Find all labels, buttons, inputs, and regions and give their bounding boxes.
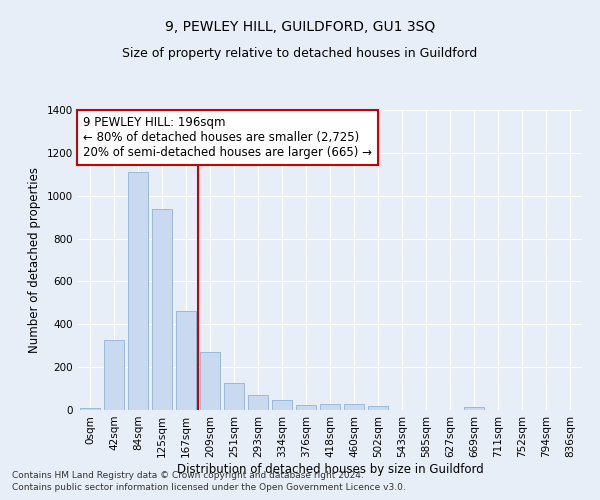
Y-axis label: Number of detached properties: Number of detached properties — [28, 167, 41, 353]
Bar — [152, 208, 172, 410]
Bar — [176, 312, 196, 410]
Bar — [200, 352, 220, 410]
Text: 9 PEWLEY HILL: 196sqm
← 80% of detached houses are smaller (2,725)
20% of semi-d: 9 PEWLEY HILL: 196sqm ← 80% of detached … — [83, 116, 372, 159]
X-axis label: Distribution of detached houses by size in Guildford: Distribution of detached houses by size … — [176, 462, 484, 475]
Bar — [248, 395, 268, 410]
Bar — [464, 408, 484, 410]
Bar — [272, 400, 292, 410]
Bar — [128, 172, 148, 410]
Text: Size of property relative to detached houses in Guildford: Size of property relative to detached ho… — [122, 48, 478, 60]
Bar — [80, 408, 100, 410]
Bar — [368, 406, 388, 410]
Bar — [296, 404, 316, 410]
Bar — [224, 383, 244, 410]
Text: Contains public sector information licensed under the Open Government Licence v3: Contains public sector information licen… — [12, 484, 406, 492]
Text: 9, PEWLEY HILL, GUILDFORD, GU1 3SQ: 9, PEWLEY HILL, GUILDFORD, GU1 3SQ — [165, 20, 435, 34]
Text: Contains HM Land Registry data © Crown copyright and database right 2024.: Contains HM Land Registry data © Crown c… — [12, 471, 364, 480]
Bar — [320, 404, 340, 410]
Bar — [104, 340, 124, 410]
Bar — [344, 404, 364, 410]
